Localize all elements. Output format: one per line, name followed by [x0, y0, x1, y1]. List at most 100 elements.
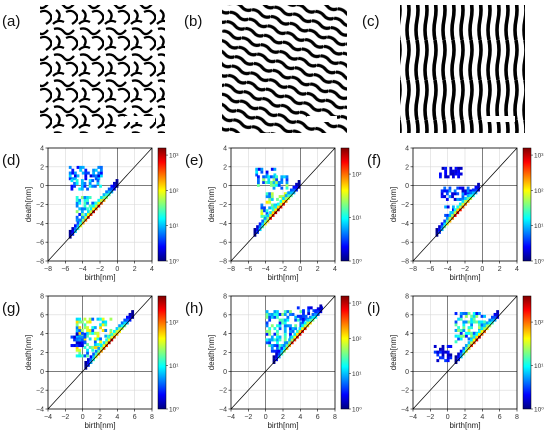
heatmap-cell	[109, 328, 113, 332]
heatmap-cell	[74, 227, 77, 231]
heatmap-cell	[283, 329, 287, 333]
heatmap-cell	[80, 187, 84, 191]
heatmap-cell	[439, 356, 442, 360]
heatmap-cell	[285, 178, 289, 182]
heatmap-cell	[444, 213, 447, 217]
heatmap-cell	[256, 228, 259, 232]
heatmap-cell	[78, 320, 82, 324]
heatmap-cell	[75, 198, 79, 202]
heatmap-cell	[79, 165, 82, 169]
y-tick-label: −8	[36, 259, 44, 266]
heatmap-cell	[439, 347, 442, 351]
heatmap-cell	[84, 174, 88, 178]
heatmap-cell	[74, 174, 77, 178]
heatmap-cell	[281, 344, 285, 348]
heatmap-cell	[86, 348, 89, 352]
y-axis-label: death[nm]	[24, 187, 33, 223]
heatmap-cell	[283, 318, 287, 322]
heatmap-cell	[257, 178, 260, 182]
micrograph-panel: (c)	[362, 5, 525, 133]
heatmap-cell	[452, 208, 455, 212]
heatmap-cell	[443, 186, 447, 190]
x-tick-label: −4	[409, 414, 417, 421]
heatmap-cell	[276, 310, 279, 314]
heatmap-cell	[440, 189, 444, 193]
heatmap-cell	[443, 219, 447, 223]
heatmap-cell	[444, 359, 447, 363]
heatmap-cell	[278, 346, 282, 350]
heatmap-cell	[80, 331, 84, 335]
colorbar-tick-label: 10¹	[534, 223, 544, 230]
heatmap-cell	[96, 331, 100, 335]
heatmap-cell	[86, 354, 89, 358]
heatmap-cell	[472, 312, 476, 316]
heatmap-cell	[276, 346, 279, 350]
heatmap-cell	[113, 332, 116, 336]
heatmap-cell	[78, 334, 82, 338]
x-tick-label: 0	[446, 414, 450, 421]
heatmap-cell	[109, 317, 113, 321]
scale-bar	[307, 116, 337, 122]
heatmap-cell	[309, 315, 312, 319]
heatmap-cell	[280, 175, 284, 179]
heatmap-cell	[475, 320, 479, 324]
heatmap-cell	[282, 196, 285, 200]
heatmap-cell	[279, 202, 283, 206]
heatmap-cell	[296, 314, 300, 318]
heatmap-cell	[79, 218, 82, 222]
colorbar-tick-label: 10²	[352, 336, 362, 343]
y-axis-label: death[nm]	[207, 335, 216, 371]
heatmap-cell	[258, 222, 262, 226]
heatmap-cell	[319, 307, 323, 311]
heatmap-cell	[80, 210, 84, 214]
heatmap-cell	[262, 178, 265, 182]
y-tick-label: 4	[223, 146, 227, 153]
heatmap-cell	[107, 338, 111, 342]
heatmap-cell	[311, 315, 315, 319]
heatmap-cell	[296, 318, 300, 322]
colorbar	[340, 295, 350, 410]
heatmap-cell	[86, 351, 89, 355]
heatmap-cell	[68, 177, 72, 181]
heatmap-cell	[277, 349, 281, 353]
heatmap-cell	[293, 332, 297, 336]
heatmap-cell	[458, 186, 462, 190]
heatmap-cell	[496, 310, 499, 314]
heatmap-cell	[453, 189, 457, 193]
heatmap-cell	[83, 201, 87, 205]
heatmap-cell	[260, 206, 264, 210]
heatmap-cell	[472, 314, 476, 318]
heatmap-cell	[477, 182, 480, 186]
heatmap-cell	[123, 318, 127, 322]
heatmap-cell	[70, 179, 74, 183]
heatmap-cell	[475, 335, 479, 339]
micrograph-panel: (b)	[184, 5, 347, 133]
heatmap-cell	[276, 312, 279, 316]
heatmap-cell	[283, 321, 287, 325]
heatmap-cell	[263, 219, 267, 223]
heatmap-cell	[462, 312, 466, 316]
heatmap-cell	[256, 225, 259, 229]
heatmap-cell	[302, 314, 305, 318]
colorbar-tick-label: 10¹	[352, 215, 362, 222]
heatmap-cell	[451, 192, 454, 196]
heatmap-cell	[131, 312, 134, 316]
heatmap-cell	[445, 216, 449, 220]
heatmap-cell	[472, 338, 476, 342]
heatmap-cell	[273, 349, 277, 353]
heatmap-cell	[303, 324, 307, 328]
heatmap-cell	[110, 332, 114, 336]
heatmap-cell	[270, 183, 273, 187]
heatmap-cell	[261, 222, 265, 226]
heatmap-cell	[470, 314, 473, 318]
heatmap-cell	[91, 348, 95, 352]
heatmap-cell	[80, 196, 84, 200]
heatmap-cell	[88, 331, 92, 335]
heatmap-cell	[268, 197, 272, 201]
heatmap-cell	[452, 175, 455, 179]
micrograph-row: (a) (b) (c)	[2, 5, 525, 133]
heatmap-cell	[68, 171, 72, 175]
persistence-diagram: −4 −2 0 2 4 6 8 −4 −2 0 2 4 6 8 birth[nm] death[nm] (i) 1…	[367, 294, 544, 431]
y-tick-label: 2	[223, 350, 227, 357]
